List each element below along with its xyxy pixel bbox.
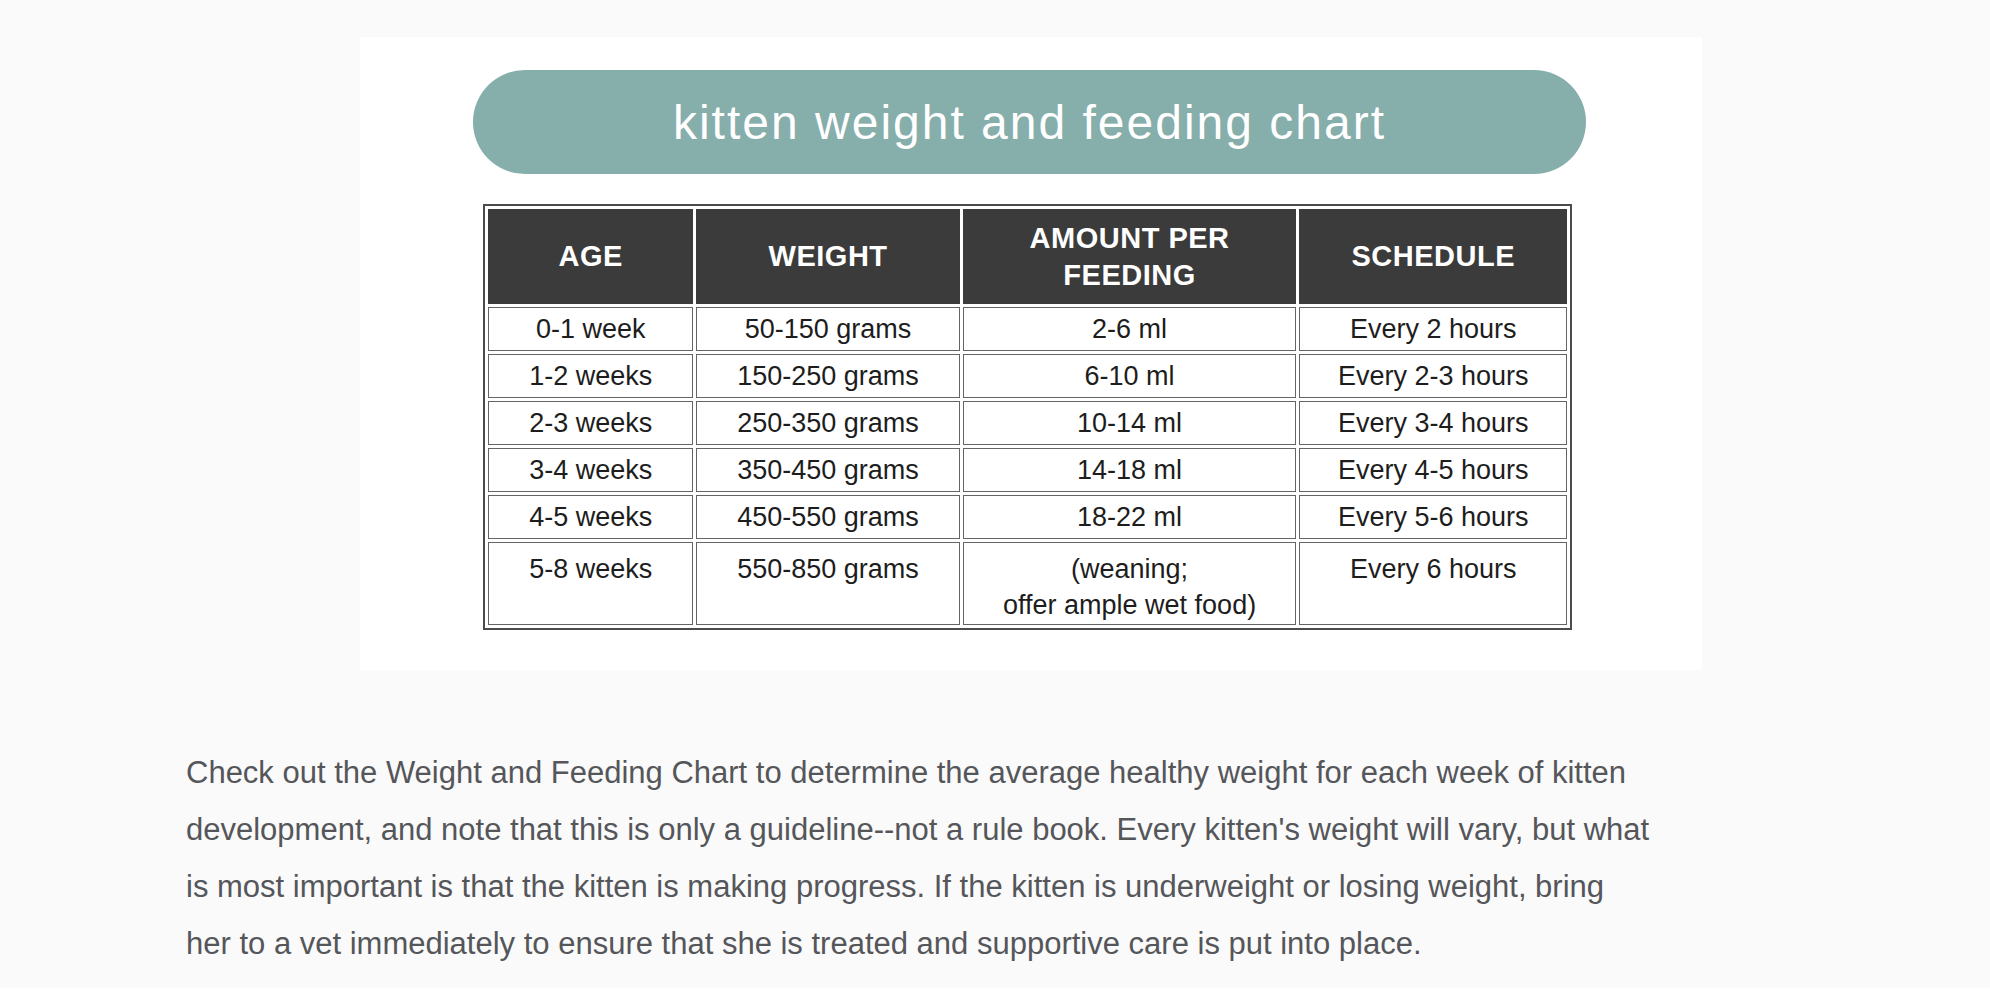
table-row: 1-2 weeks150-250 grams6-10 mlEvery 2-3 h… — [488, 354, 1567, 398]
table-cell: 6-10 ml — [963, 354, 1297, 398]
table-cell: 14-18 ml — [963, 448, 1297, 492]
table-cell: 5-8 weeks — [488, 542, 693, 625]
table-cell: 550-850 grams — [696, 542, 959, 625]
description-paragraph: Check out the Weight and Feeding Chart t… — [186, 744, 1936, 972]
table-header-cell: AGE — [488, 209, 693, 304]
table-cell: 2-3 weeks — [488, 401, 693, 445]
table-row: 3-4 weeks350-450 grams14-18 mlEvery 4-5 … — [488, 448, 1567, 492]
kitten-chart-image: kitten weight and feeding chart AGEWEIGH… — [360, 37, 1702, 670]
table-cell: 250-350 grams — [696, 401, 959, 445]
table-header-cell: AMOUNT PER FEEDING — [963, 209, 1297, 304]
table-cell: 150-250 grams — [696, 354, 959, 398]
table-cell: 10-14 ml — [963, 401, 1297, 445]
table-cell: 18-22 ml — [963, 495, 1297, 539]
table-header-row: AGEWEIGHTAMOUNT PER FEEDINGSCHEDULE — [488, 209, 1567, 304]
table-header-cell: WEIGHT — [696, 209, 959, 304]
table-row: 0-1 week50-150 grams2-6 mlEvery 2 hours — [488, 307, 1567, 351]
table-cell: 1-2 weeks — [488, 354, 693, 398]
table-row: 2-3 weeks250-350 grams10-14 mlEvery 3-4 … — [488, 401, 1567, 445]
table-cell: Every 2 hours — [1299, 307, 1567, 351]
table-row: 4-5 weeks450-550 grams18-22 mlEvery 5-6 … — [488, 495, 1567, 539]
table-cell: Every 3-4 hours — [1299, 401, 1567, 445]
table-row: 5-8 weeks550-850 grams(weaning; offer am… — [488, 542, 1567, 625]
table-cell: 50-150 grams — [696, 307, 959, 351]
table-cell: 450-550 grams — [696, 495, 959, 539]
table-cell: 350-450 grams — [696, 448, 959, 492]
feeding-table: AGEWEIGHTAMOUNT PER FEEDINGSCHEDULE 0-1 … — [483, 204, 1572, 630]
table-cell: Every 4-5 hours — [1299, 448, 1567, 492]
table-cell: Every 6 hours — [1299, 542, 1567, 625]
table-cell: 2-6 ml — [963, 307, 1297, 351]
chart-title-banner: kitten weight and feeding chart — [473, 70, 1586, 174]
table-cell: 3-4 weeks — [488, 448, 693, 492]
table-cell: Every 2-3 hours — [1299, 354, 1567, 398]
table-cell: (weaning; offer ample wet food) — [963, 542, 1297, 625]
table-cell: 4-5 weeks — [488, 495, 693, 539]
table-header-cell: SCHEDULE — [1299, 209, 1567, 304]
table-cell: Every 5-6 hours — [1299, 495, 1567, 539]
bottom-strip — [0, 988, 1990, 1004]
table-cell: 0-1 week — [488, 307, 693, 351]
chart-title: kitten weight and feeding chart — [673, 95, 1386, 150]
